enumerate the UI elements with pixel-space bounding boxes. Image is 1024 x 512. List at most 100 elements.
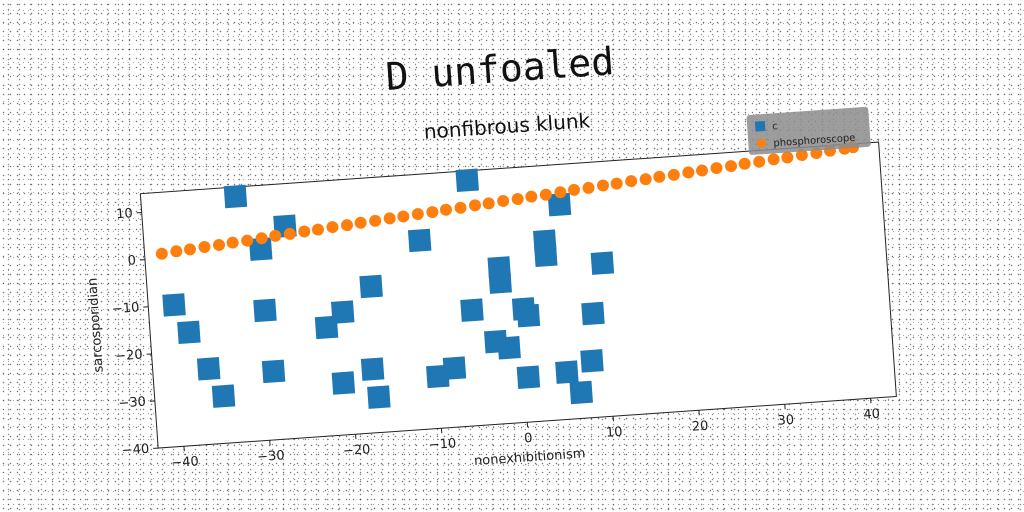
point-phosphoroscope (426, 206, 439, 219)
y-tick-label: −30 (118, 395, 146, 412)
point-phosphoroscope (354, 216, 367, 229)
point-phosphoroscope (269, 229, 282, 242)
point-phosphoroscope (696, 164, 709, 177)
point-phosphoroscope (311, 223, 324, 236)
legend-label-c: c (772, 121, 778, 132)
point-c (331, 371, 356, 395)
point-phosphoroscope (767, 153, 780, 166)
y-tick-label: −40 (121, 442, 149, 459)
point-phosphoroscope (369, 214, 382, 227)
chart-title: D unfoaled (384, 39, 615, 99)
point-c (534, 243, 558, 268)
point-phosphoroscope (497, 194, 510, 207)
point-c (223, 184, 248, 209)
point-phosphoroscope (482, 197, 495, 210)
point-c (590, 251, 615, 275)
legend-swatch-phosphoroscope (756, 138, 766, 148)
x-tick-label: −40 (171, 454, 199, 471)
point-c (261, 359, 286, 384)
point-c (248, 237, 273, 261)
point-phosphoroscope (653, 170, 666, 183)
point-phosphoroscope (539, 188, 552, 201)
point-phosphoroscope (255, 232, 268, 245)
x-tick-label: 20 (691, 419, 709, 435)
plot-area (139, 141, 897, 449)
y-tick-label: 0 (127, 253, 136, 269)
point-phosphoroscope (582, 181, 595, 194)
point-phosphoroscope (326, 221, 339, 234)
point-c (407, 228, 432, 253)
y-tick-label: −20 (115, 347, 143, 364)
point-phosphoroscope (725, 160, 738, 173)
point-phosphoroscope (625, 175, 638, 188)
point-c (460, 298, 484, 322)
x-tick-label: 40 (863, 407, 881, 423)
point-phosphoroscope (183, 243, 196, 256)
point-c (162, 293, 186, 317)
x-tick-label: 0 (524, 431, 533, 447)
point-c (547, 192, 572, 217)
point-phosphoroscope (795, 149, 808, 162)
legend-swatch-c (754, 120, 766, 132)
point-c (442, 356, 467, 380)
point-c (367, 385, 391, 409)
x-tick-label: −20 (343, 442, 371, 459)
point-phosphoroscope (341, 219, 354, 232)
point-c (253, 298, 277, 323)
point-c (360, 357, 385, 381)
point-phosphoroscope (383, 212, 396, 225)
point-phosphoroscope (682, 166, 695, 179)
point-phosphoroscope (439, 203, 452, 216)
y-tick-label: 10 (116, 206, 134, 222)
point-c (555, 360, 579, 384)
x-tick-label: 30 (777, 413, 795, 429)
point-phosphoroscope (511, 193, 524, 206)
x-axis: −40 −30 −20 −10 0 10 20 30 40 (171, 398, 881, 471)
point-phosphoroscope (226, 236, 239, 249)
point-phosphoroscope (753, 155, 766, 168)
point-phosphoroscope (397, 210, 410, 223)
point-c (359, 274, 383, 299)
point-phosphoroscope (198, 240, 211, 253)
point-c (580, 349, 604, 373)
point-c (455, 168, 479, 193)
point-c (569, 380, 593, 405)
point-phosphoroscope (283, 227, 296, 240)
point-phosphoroscope (469, 199, 482, 212)
point-c (516, 303, 541, 328)
point-c (488, 270, 512, 294)
point-c (330, 300, 355, 324)
point-phosphoroscope (213, 238, 226, 251)
point-phosphoroscope (667, 168, 680, 181)
point-c (497, 336, 521, 360)
point-phosphoroscope (554, 186, 567, 199)
y-tick-label: −10 (111, 300, 139, 317)
x-tick-label: −30 (257, 448, 285, 465)
legend: c phosphoroscope (746, 106, 871, 155)
point-c (177, 320, 201, 345)
point-phosphoroscope (710, 162, 723, 175)
y-axis-label: sarcosporidian (85, 277, 107, 373)
point-phosphoroscope (738, 157, 751, 170)
point-phosphoroscope (411, 208, 424, 221)
point-c (581, 301, 605, 326)
x-tick-label: 10 (605, 425, 623, 441)
point-phosphoroscope (597, 179, 610, 192)
point-phosphoroscope (155, 247, 168, 260)
point-phosphoroscope (567, 183, 580, 196)
point-c (196, 357, 221, 381)
point-phosphoroscope (525, 190, 538, 203)
point-phosphoroscope (170, 245, 183, 258)
point-phosphoroscope (639, 173, 652, 186)
point-phosphoroscope (241, 234, 254, 247)
point-phosphoroscope (298, 225, 311, 238)
x-tick-label: −10 (428, 436, 456, 453)
point-phosphoroscope (781, 151, 794, 164)
point-phosphoroscope (454, 201, 467, 214)
legend-box (746, 106, 871, 155)
y-axis: 10 0 −10 −20 −30 −40 (111, 206, 159, 459)
chart-subtitle: nonfibrous klunk (423, 108, 591, 144)
point-phosphoroscope (610, 177, 623, 190)
point-c (211, 384, 236, 408)
